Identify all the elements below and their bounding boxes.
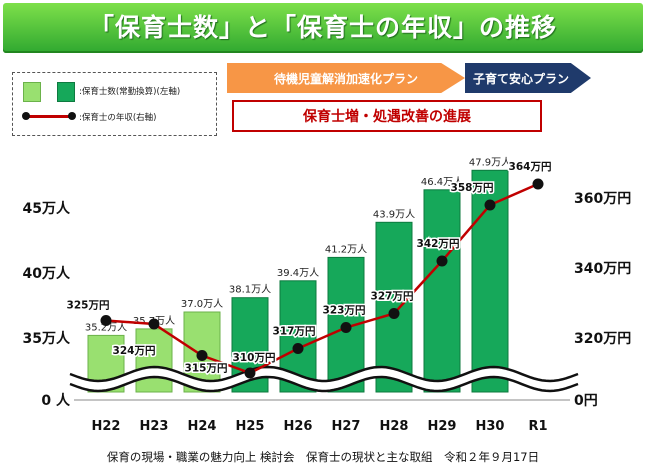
salary-label-H28: 327万円: [371, 291, 414, 303]
plan2-label: 子育て安心プラン: [472, 71, 569, 86]
salary-point-H26: [292, 343, 304, 354]
salary-point-H28: [388, 308, 400, 319]
legend-bars-label: :保育士数(常勤換算)(左軸): [79, 87, 181, 97]
left-axis-tick: 45万人: [23, 200, 71, 217]
bar-label-H25: 38.1万人: [229, 284, 271, 296]
bar-label-H22: 35.2万人: [85, 321, 127, 333]
chart-title: 「保育士数」と「保育士の年収」の推移: [88, 13, 557, 42]
salary-label-H29: 342万円: [417, 238, 460, 250]
bar-label-H26: 39.4万人: [277, 267, 319, 279]
right-axis-tick: 340万円: [574, 261, 631, 277]
bar-label-H30: 47.9万人: [469, 156, 511, 168]
salary-label-H25: 310万円: [233, 352, 276, 364]
salary-point-H24: [196, 350, 208, 361]
x-tick-H27: H27: [332, 419, 361, 434]
axis-break-band: [70, 367, 578, 391]
salary-point-H30: [484, 199, 496, 211]
salary-label-H23: 324万円: [113, 345, 156, 357]
salary-label-H22: 325万円: [67, 300, 110, 312]
x-tick-H24: H24: [188, 419, 217, 434]
salary-point-H27: [340, 322, 352, 333]
legend-dot-left: [22, 112, 30, 120]
bar-label-H28: 43.9万人: [373, 208, 415, 220]
x-tick-H25: H25: [236, 419, 265, 434]
x-tick-H26: H26: [284, 419, 313, 434]
salary-label-H30: 358万円: [451, 182, 494, 194]
salary-label-H26: 317万円: [273, 326, 316, 338]
x-tick-H28: H28: [380, 419, 409, 434]
salary-point-H23: [148, 318, 160, 330]
right-axis-tick: 0円: [574, 393, 598, 409]
salary-label-R1: 364万円: [509, 161, 552, 173]
bar-label-H27: 41.2万人: [325, 243, 367, 255]
left-axis-tick: 35万人: [23, 330, 71, 347]
bar-label-H29: 46.4万人: [421, 176, 463, 188]
legend-swatch-light: [23, 82, 41, 102]
x-tick-R1: R1: [528, 419, 547, 434]
salary-point-H25: [244, 367, 256, 379]
progress-box: 保育士増・処遇改善の進展: [232, 100, 542, 132]
plan-arrow-anshin: 子育て安心プラン: [465, 63, 591, 93]
source-footer: 保育の現場・職業の魅力向上 検討会 保育士の現状と主な取組 令和２年９月17日: [106, 450, 540, 464]
plan-arrow-taiki: 待機児童解消加速化プラン: [227, 63, 465, 93]
x-tick-H23: H23: [140, 419, 169, 434]
legend-line-label: :保育士の年収(右軸): [79, 113, 157, 123]
bar-label-H24: 37.0万人: [181, 298, 223, 310]
axis-break-line-top: [69, 365, 579, 383]
bar-H23: [135, 328, 173, 393]
bar-H29: [423, 189, 461, 393]
progress-label: 保育士増・処遇改善の進展: [303, 109, 471, 125]
salary-point-R1: [532, 178, 544, 190]
salary-label-H27: 323万円: [323, 305, 366, 317]
x-tick-H29: H29: [428, 419, 457, 434]
chart-frame: 「保育士数」と「保育士の年収」の推移 :保育士数(常勤換算)(左軸) :保育士の…: [3, 3, 643, 434]
salary-point-H29: [436, 255, 448, 267]
legend-line-sample: [25, 115, 73, 118]
salary-label-H24: 315万円: [185, 363, 228, 375]
legend-box: :保育士数(常勤換算)(左軸) :保育士の年収(右軸): [12, 72, 217, 136]
right-axis-tick: 320万円: [574, 331, 631, 347]
x-tick-H22: H22: [92, 419, 121, 434]
left-axis-tick: 40万人: [23, 265, 71, 282]
salary-point-H22: [100, 315, 112, 326]
x-tick-H30: H30: [476, 419, 505, 434]
title-banner: 「保育士数」と「保育士の年収」の推移: [3, 3, 643, 53]
salary-line: [105, 182, 539, 375]
plan1-label: 待機児童解消加速化プラン: [273, 71, 418, 86]
axis-break-line-bottom: [69, 375, 579, 393]
right-axis-tick: 360万円: [574, 191, 631, 207]
chart-svg: 0 人 35万人 40万人 45万人 0円 320万円 340万円 360万円 35.2万人 35…: [23, 156, 632, 434]
bar-H28: [375, 221, 413, 393]
legend-swatch-green: [57, 82, 75, 102]
left-axis-tick: 0 人: [41, 392, 71, 409]
legend-dot-right: [68, 112, 76, 120]
